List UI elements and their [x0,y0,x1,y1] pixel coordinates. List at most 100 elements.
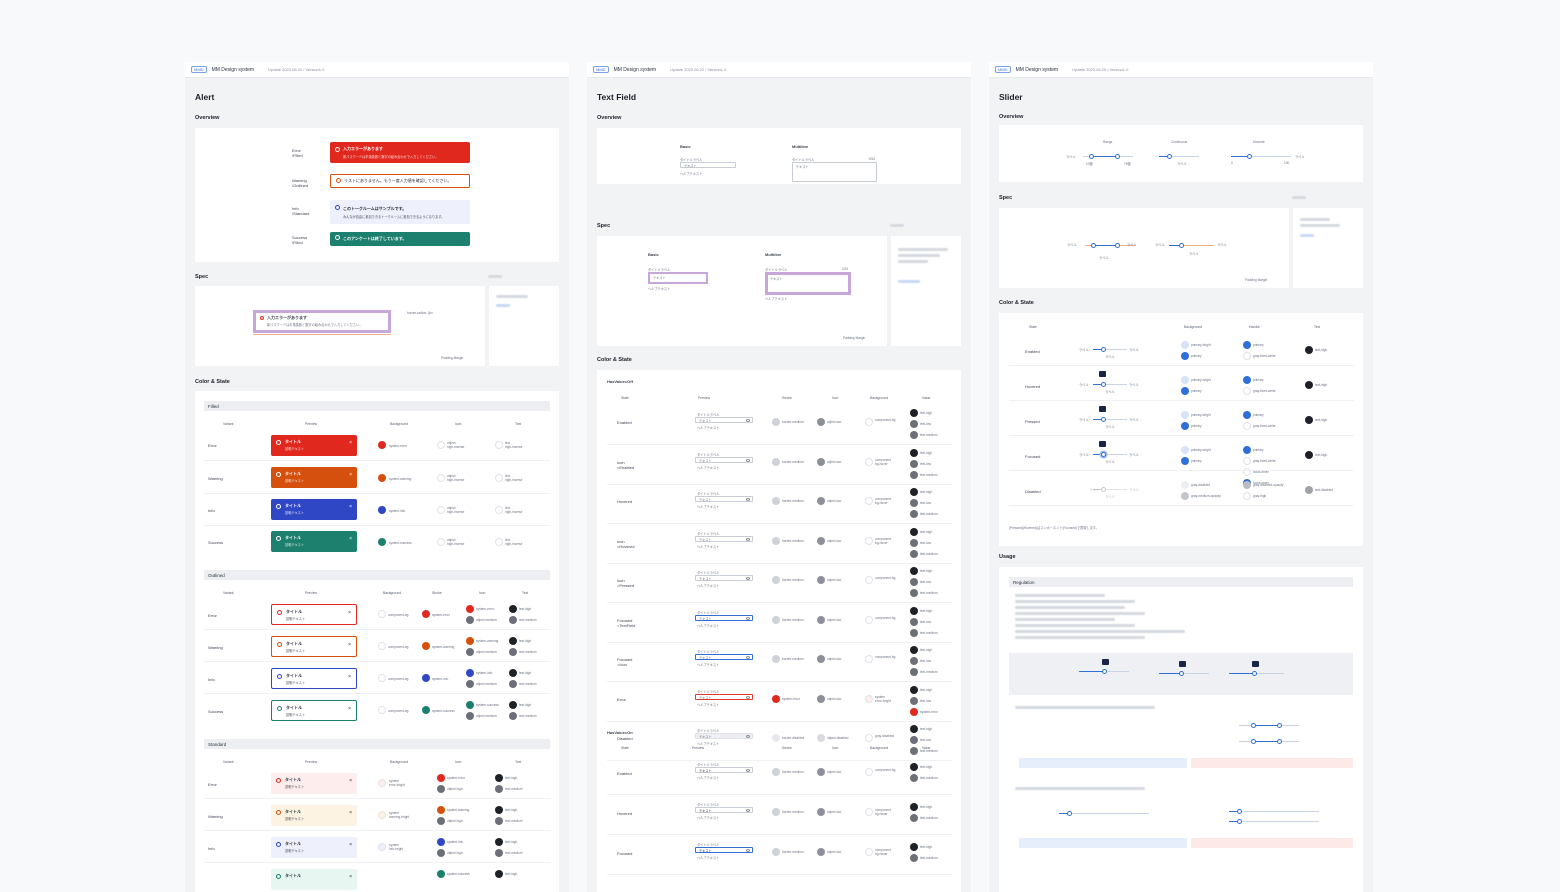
field-label: タイトルラベル [697,571,720,575]
close-icon[interactable]: × [349,842,352,848]
text-field-preview[interactable]: テキスト [695,536,753,542]
state-slider[interactable] [1093,347,1127,352]
slider-handle[interactable] [1101,382,1106,387]
text-field-preview[interactable]: テキスト [695,457,753,463]
swatch [466,605,474,613]
eye-icon[interactable] [746,616,750,620]
close-icon[interactable]: × [348,674,351,680]
eye-icon[interactable] [746,655,750,659]
slider-handle[interactable] [1101,417,1106,422]
swatch [466,637,474,645]
slider-label: ラベル [1105,425,1115,429]
text-field-preview[interactable]: テキスト [695,733,753,739]
token: text-high [505,840,518,844]
token: system-info [447,840,464,844]
close-icon[interactable]: × [349,472,352,478]
dont-bar [1191,838,1353,848]
eye-icon[interactable] [746,808,750,812]
swatch [910,488,918,496]
state-slider[interactable] [1093,417,1127,422]
alert-heading: 入力エラーがあります [343,146,383,151]
close-icon[interactable]: × [348,706,351,712]
close-icon[interactable]: × [349,778,352,784]
slider-handle[interactable] [1089,154,1094,159]
token: system-error [476,607,494,611]
discrete-slider[interactable] [1231,154,1291,159]
swatch [378,441,386,449]
range-slider[interactable] [1083,154,1133,159]
eye-icon[interactable] [746,768,750,772]
eye-icon[interactable] [746,576,750,580]
text-field-preview[interactable]: テキスト [695,575,753,581]
warning-icon [276,810,281,815]
slider-handle[interactable] [1115,154,1120,159]
eye-icon[interactable] [746,537,750,541]
eye-icon[interactable] [746,458,750,462]
group-outlined-bar: Outlined [204,570,550,580]
close-icon[interactable]: × [349,874,352,880]
swatch [1243,341,1251,349]
group-off: HasValue=Off [607,379,633,384]
slider-handle[interactable] [1101,452,1106,457]
col-state: State [621,746,629,750]
slider-label: ラベル [1066,155,1076,159]
check-icon [277,706,282,711]
slider-label: ラベル [1129,418,1139,422]
slider-label: ラベル [1217,243,1227,247]
field-helper: ヘルプテキスト [697,624,720,628]
close-icon[interactable]: × [349,536,352,542]
slider-handle[interactable] [1101,347,1106,352]
text-field-preview[interactable]: テキスト [695,496,753,502]
state-label: Focused [617,851,633,856]
state-slider[interactable] [1093,487,1127,492]
overview-label: Info /Standard [292,206,310,216]
board-update: Update 2023.06.22 / Version1.0 [670,67,727,72]
eye-icon[interactable] [746,497,750,501]
close-icon[interactable]: × [349,810,352,816]
row-divider [1009,435,1354,436]
board-title: Slider [999,92,1023,102]
close-icon[interactable]: × [349,440,352,446]
text-field-preview[interactable]: テキスト [695,767,753,773]
eye-icon[interactable] [746,734,750,738]
spec-legend: Padding Margin [1245,278,1268,282]
eye-icon[interactable] [746,848,750,852]
eye-icon[interactable] [746,418,750,422]
text-field-preview[interactable]: テキスト [695,694,753,700]
state-slider[interactable] [1093,382,1127,387]
swatch [437,538,445,546]
text-field-preview[interactable]: テキスト [695,654,753,660]
row-divider [607,874,952,875]
slider-handle[interactable] [1167,154,1172,159]
close-icon[interactable]: × [348,642,351,648]
text-field-preview[interactable]: テキスト [695,807,753,813]
close-icon[interactable]: × [348,610,351,616]
text-field-preview[interactable]: テキスト [695,615,753,621]
slider-label: ラベル [1129,453,1139,457]
token: component-bg [875,655,896,659]
close-icon[interactable]: × [349,504,352,510]
text-field-basic[interactable]: テキスト [680,162,736,168]
row-divider [1009,470,1354,471]
spec-range-slider [1085,243,1135,248]
slider-handle[interactable] [1247,154,1252,159]
text-field-preview[interactable]: テキスト [695,847,753,853]
swatch [495,538,503,546]
col-handle: Handle [1249,325,1260,329]
slider-handle[interactable] [1101,487,1106,492]
state-slider[interactable] [1093,452,1127,457]
swatch [422,674,430,682]
spec-heading: Spec [999,195,1013,201]
text-field-multiline[interactable]: テキスト [792,162,877,182]
token: text-high [505,808,518,812]
token: text high-inverse [505,538,523,546]
eye-icon[interactable] [746,695,750,699]
slider-kind: Discrete [1253,140,1265,144]
token: system error-bright [875,695,891,703]
continuous-slider[interactable] [1159,154,1199,159]
token: focus-outer [1253,481,1269,485]
token: primary-bright [1191,448,1211,452]
board-title: Text Field [597,92,637,102]
text-field-preview[interactable]: テキスト [695,417,753,423]
check-icon [276,536,281,541]
